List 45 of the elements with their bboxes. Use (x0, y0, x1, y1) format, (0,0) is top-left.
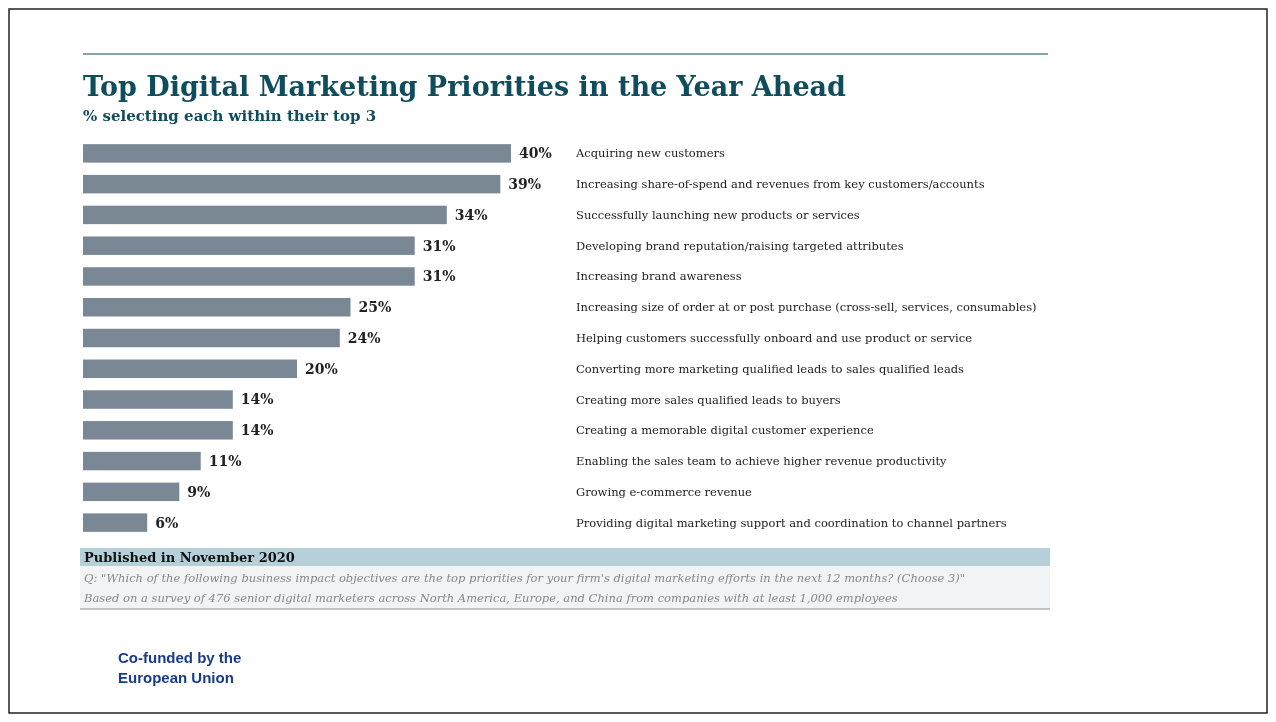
y-tick-label: Growing e-commerce revenue (576, 484, 753, 499)
chart-title: Top Digital Marketing Priorities in the Year Ahead (83, 71, 847, 102)
bar (83, 482, 180, 502)
data-label: 25% (358, 299, 392, 316)
data-label: 31% (422, 237, 456, 254)
y-tick-label: Enabling the sales team to achieve higher revenue productivity (576, 454, 948, 469)
data-label: 11% (208, 452, 242, 469)
data-label: 14% (240, 391, 274, 408)
y-tick-label: Increasing size of order at or post purchase (cross-sell, services, consumables) (576, 300, 1037, 315)
y-tick-label: Successfully launching new products or services (576, 207, 860, 222)
y-tick-label: Increasing share-of-spend and revenues from key customers/accounts (576, 177, 985, 192)
y-tick-label: Helping customers successfully onboard and use product or service (576, 331, 973, 346)
text: Published in November 2020 (84, 550, 295, 565)
y-tick-label: Developing brand reputation/raising targeted attributes (576, 238, 904, 253)
data-label: 24% (347, 329, 381, 346)
data-label: 20% (305, 360, 338, 377)
bar (83, 236, 415, 255)
data-label: 34% (454, 206, 488, 223)
text: Co-funded by the European Union (118, 648, 243, 688)
y-tick-label: Converting more marketing qualified leads to sales qualified leads (576, 361, 965, 376)
bar (83, 421, 233, 440)
data-label: 39% (508, 176, 542, 193)
y-tick-label: Providing digital marketing support and coordination to channel partners (576, 515, 1007, 530)
text: Based on a survey of 476 senior digital marketers across North America, Europe, and China from companies with at least 1,000 employees (83, 591, 898, 605)
y-tick-label: Acquiring new customers (575, 146, 725, 161)
text: Q: "Which of the following business impact objectives are the top priorities for your firm's digital marketing efforts in the next 12 months? (Choose 3)" (84, 571, 966, 585)
y-tick-label: Creating a memorable digital customer experience (576, 423, 874, 438)
data-label: 9% (187, 483, 211, 500)
bar (83, 205, 447, 225)
bar (83, 390, 233, 409)
y-tick-label: Creating more sales qualified leads to buyers (576, 392, 841, 407)
chart-subtitle: % selecting each within their top 3 (83, 107, 377, 125)
bar (83, 328, 340, 348)
data-label: 40% (519, 145, 552, 162)
data-label: 14% (240, 422, 274, 439)
data-label: 6% (155, 514, 179, 531)
y-tick-label: Increasing brand awareness (576, 269, 742, 284)
data-label: 31% (422, 268, 456, 285)
bar (83, 359, 297, 378)
bar (83, 174, 501, 194)
bar (83, 267, 415, 286)
bar (83, 513, 148, 532)
bar (83, 298, 351, 317)
bar (83, 144, 511, 163)
bar (83, 451, 201, 471)
